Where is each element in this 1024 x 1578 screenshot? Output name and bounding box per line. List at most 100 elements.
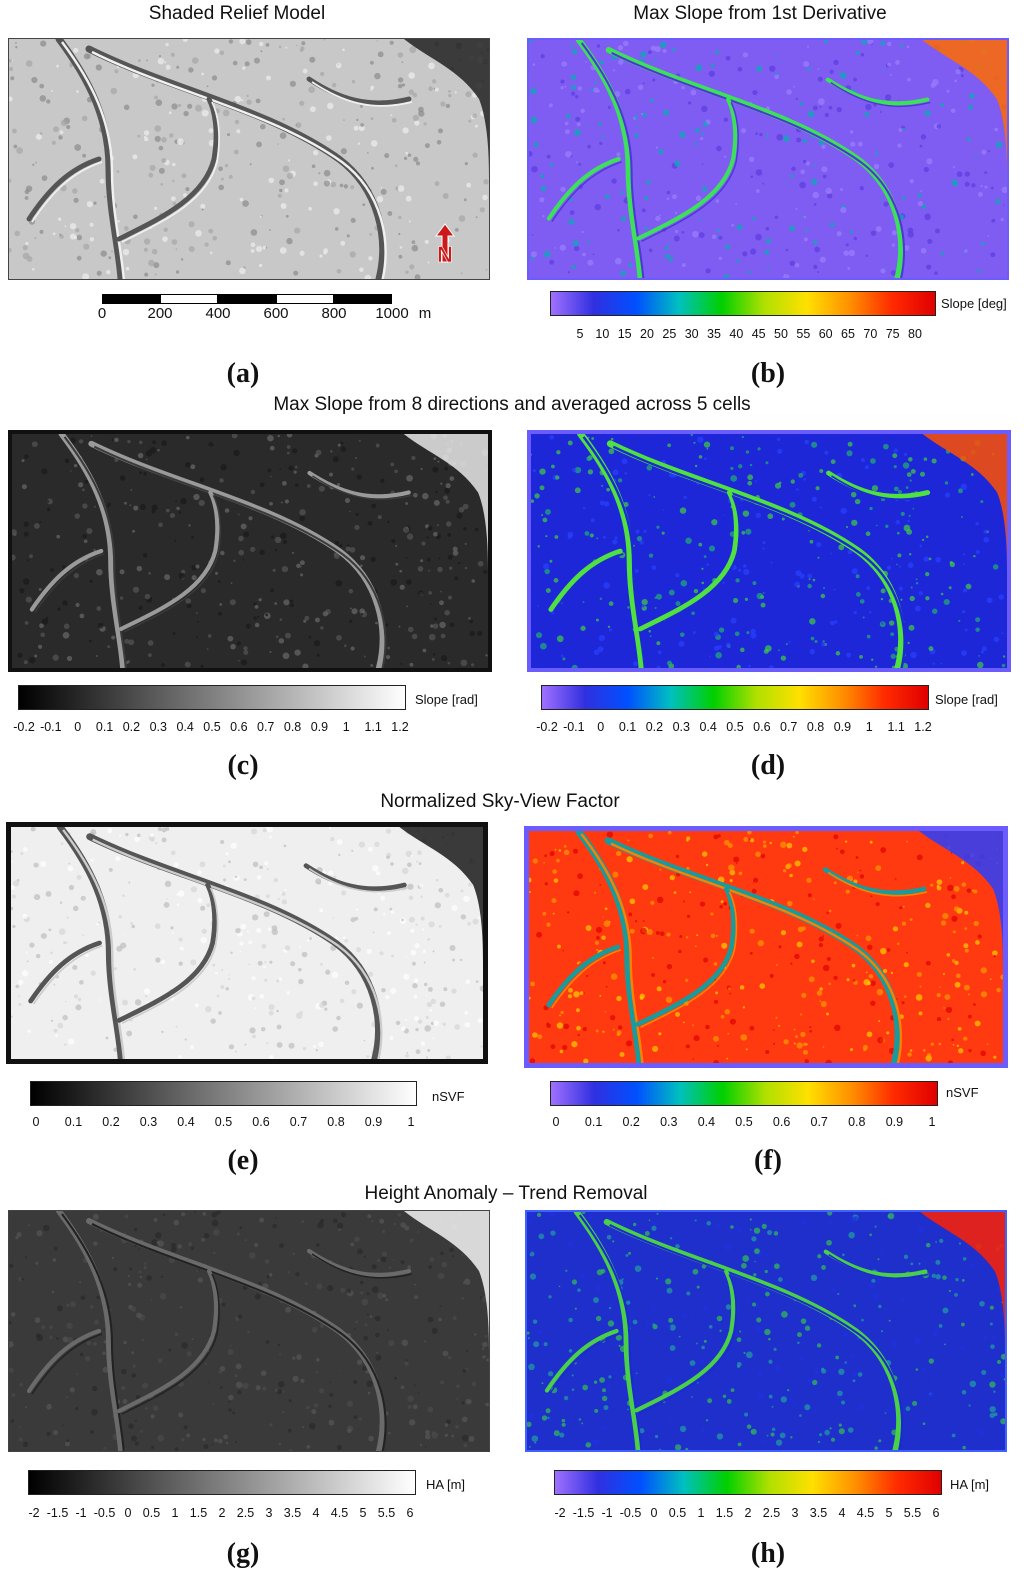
colorbar-g-tick: 0 [124, 1506, 132, 1520]
colorbar-g-tick: 3.5 [283, 1506, 302, 1520]
colorbar-d [541, 685, 929, 710]
colorbar-h-tick: 2.5 [762, 1506, 781, 1520]
map-a-image [9, 39, 489, 279]
colorbar-e-tick: 0.3 [139, 1115, 158, 1129]
map-f-image [529, 831, 1003, 1063]
colorbar-e-tick: 0.1 [64, 1115, 83, 1129]
colorbar-c-tick: 0.9 [310, 720, 329, 734]
scale-label-400: 400 [205, 305, 231, 322]
map-h-image [527, 1212, 1005, 1450]
colorbar-b-tick: 75 [885, 327, 900, 341]
colorbar-h-tick: 1.5 [715, 1506, 734, 1520]
map-c-image [12, 434, 488, 668]
colorbar-d-tick: 0.8 [806, 720, 825, 734]
map-e-image [11, 827, 483, 1059]
colorbar-b-tick: 40 [729, 327, 744, 341]
colorbar-b-tick: 70 [863, 327, 878, 341]
colorbar-f-tick: 0.3 [660, 1115, 678, 1129]
scale-label-1000: 1000 [375, 305, 409, 322]
colorbar-f-tick: 0.1 [584, 1115, 603, 1129]
colorbar-d-tick: 1.1 [887, 720, 905, 734]
colorbar-b-tick: 10 [595, 327, 610, 341]
map-panel-a [8, 38, 490, 280]
colorbar-c-tick: 0.7 [257, 720, 275, 734]
colorbar-h [554, 1470, 942, 1495]
colorbar-e-tick: 0.7 [289, 1115, 308, 1129]
colorbar-d-tick: 0 [597, 720, 605, 734]
colorbar-f-unit: nSVF [946, 1085, 979, 1100]
colorbar-c-tick: 0.1 [95, 720, 114, 734]
row2-title: Max Slope from 8 directions and averaged… [273, 394, 751, 415]
map-b-image [529, 40, 1007, 278]
colorbar-h-tick: -1 [601, 1506, 613, 1520]
colorbar-c-tick: 0.5 [203, 720, 221, 734]
scale-bar-seg-2 [160, 294, 218, 304]
colorbar-g [28, 1470, 416, 1495]
colorbar-g-tick: 4.5 [330, 1506, 349, 1520]
colorbar-e-tick: 0.8 [327, 1115, 345, 1129]
colorbar-c-tick: 1 [342, 720, 350, 734]
colorbar-g-tick: 2.5 [236, 1506, 255, 1520]
panel-letter-g: (g) [226, 1538, 260, 1569]
colorbar-f-tick: 1 [928, 1115, 936, 1129]
colorbar-e-tick: 0.6 [252, 1115, 270, 1129]
colorbar-e [30, 1081, 417, 1106]
panel-letter-a: (a) [226, 358, 260, 389]
scale-bar-seg-4 [276, 294, 334, 304]
colorbar-c-tick: 0.2 [122, 720, 141, 734]
colorbar-c-tick: 0.4 [176, 720, 194, 734]
panel-letter-c: (c) [227, 750, 259, 781]
colorbar-b-tick: 35 [707, 327, 721, 341]
colorbar-g-tick: -1.5 [46, 1506, 69, 1520]
panel-letter-e: (e) [227, 1145, 259, 1176]
colorbar-g-tick: 1.5 [189, 1506, 208, 1520]
colorbar-d-tick: -0.2 [536, 720, 558, 734]
scale-bar-seg-5 [334, 294, 392, 304]
colorbar-b-unit: Slope [deg] [941, 296, 1007, 311]
colorbar-b-tick: 50 [774, 327, 788, 341]
panel-letter-d: (d) [750, 750, 786, 781]
colorbar-f-tick: 0.2 [622, 1115, 640, 1129]
colorbar-d-tick: 0.5 [726, 720, 744, 734]
panel-letter-b: (b) [750, 358, 786, 389]
panel-a-title: Shaded Relief Model [148, 3, 326, 24]
scale-label-200: 200 [147, 305, 173, 322]
colorbar-c-tick: -0.1 [40, 720, 62, 734]
row3-title: Normalized Sky-View Factor [380, 791, 620, 812]
colorbar-d-tick: 0.1 [618, 720, 637, 734]
colorbar-f-tick: 0 [552, 1115, 560, 1129]
map-panel-f [524, 826, 1008, 1068]
colorbar-h-tick: -1.5 [572, 1506, 595, 1520]
scale-bar-seg-3 [218, 294, 276, 304]
colorbar-f-tick: 0.7 [810, 1115, 828, 1129]
colorbar-d-tick: -0.1 [563, 720, 585, 734]
colorbar-d-tick: 0.9 [833, 720, 852, 734]
colorbar-g-tick: 5 [359, 1506, 367, 1520]
colorbar-h-tick: 1 [697, 1506, 705, 1520]
colorbar-e-unit: nSVF [432, 1089, 465, 1104]
colorbar-d-tick: 0.3 [672, 720, 690, 734]
panel-letter-h: (h) [750, 1538, 786, 1569]
colorbar-g-tick: 1 [171, 1506, 179, 1520]
colorbar-d-tick: 0.7 [780, 720, 798, 734]
colorbar-d-tick: 1 [865, 720, 873, 734]
map-panel-h [525, 1210, 1007, 1452]
colorbar-h-tick: 2 [744, 1506, 752, 1520]
colorbar-d-tick: 1.2 [914, 720, 932, 734]
map-panel-e [6, 822, 488, 1064]
colorbar-f-tick: 0.5 [735, 1115, 753, 1129]
colorbar-b-tick: 25 [662, 327, 677, 341]
colorbar-g-tick: -2 [28, 1506, 40, 1520]
colorbar-e-tick: 0.4 [177, 1115, 195, 1129]
scale-label-600: 600 [263, 305, 289, 322]
colorbar-e-tick: 1 [407, 1115, 415, 1129]
colorbar-f-tick: 0.6 [772, 1115, 791, 1129]
colorbar-h-tick: 5.5 [903, 1506, 922, 1520]
colorbar-h-tick: 4 [838, 1506, 846, 1520]
north-arrow-icon: N [435, 223, 455, 266]
north-arrow-label: N [437, 242, 453, 266]
colorbar-f-tick: 0.9 [885, 1115, 904, 1129]
colorbar-b-tick: 65 [841, 327, 855, 341]
colorbar-g-tick: 4 [312, 1506, 320, 1520]
colorbar-f [550, 1081, 938, 1106]
